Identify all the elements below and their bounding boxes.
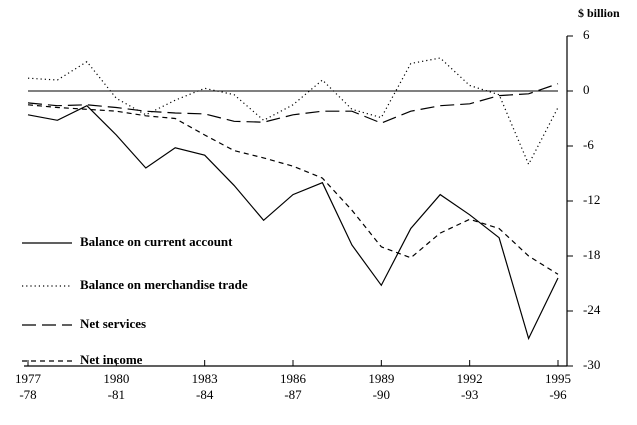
x-tick-label-line: 1977 bbox=[15, 371, 42, 386]
x-tick-label-line: 1989 bbox=[368, 371, 394, 386]
y-tick-label: 0 bbox=[583, 82, 590, 97]
y-tick-label: -30 bbox=[583, 357, 600, 372]
legend-label: Balance on merchandise trade bbox=[80, 277, 248, 292]
x-tick-label: 1992 -93 bbox=[457, 371, 483, 402]
legend-label: Net services bbox=[80, 316, 146, 331]
series-line bbox=[27, 83, 559, 124]
x-tick-label-line: -93 bbox=[461, 387, 478, 402]
series-line bbox=[27, 57, 559, 166]
y-tick-label: -18 bbox=[583, 247, 600, 262]
x-tick-label: 1995 -96 bbox=[545, 371, 571, 402]
y-tick-label: 6 bbox=[583, 27, 590, 42]
x-tick-label-line: -87 bbox=[284, 387, 302, 402]
y-axis-label: $ billion bbox=[578, 6, 620, 20]
x-tick-label: 1983 -84 bbox=[192, 371, 218, 402]
x-tick-label-line: 1995 bbox=[545, 371, 571, 386]
x-tick-label-line: -96 bbox=[549, 387, 567, 402]
x-tick-label: 1989 -90 bbox=[368, 371, 394, 402]
x-tick-label: 1977 -78 bbox=[15, 371, 42, 402]
y-tick-label: -24 bbox=[583, 302, 601, 317]
x-tick-label-line: -78 bbox=[19, 387, 36, 402]
x-tick-label-line: -90 bbox=[373, 387, 390, 402]
x-tick-label-line: 1980 bbox=[103, 371, 129, 386]
x-tick-label: 1986 -87 bbox=[280, 371, 307, 402]
x-tick-label-line: -81 bbox=[108, 387, 125, 402]
x-tick-label-line: 1992 bbox=[457, 371, 483, 386]
x-tick-label: 1980 -81 bbox=[103, 371, 129, 402]
x-tick-label-line: 1986 bbox=[280, 371, 307, 386]
y-tick-label: -6 bbox=[583, 137, 594, 152]
legend-label: Net income bbox=[80, 352, 143, 367]
x-tick-label-line: 1983 bbox=[192, 371, 218, 386]
legend-label: Balance on current account bbox=[80, 234, 233, 249]
series-line bbox=[27, 104, 559, 341]
x-tick-label-line: -84 bbox=[196, 387, 214, 402]
y-tick-label: -12 bbox=[583, 192, 600, 207]
